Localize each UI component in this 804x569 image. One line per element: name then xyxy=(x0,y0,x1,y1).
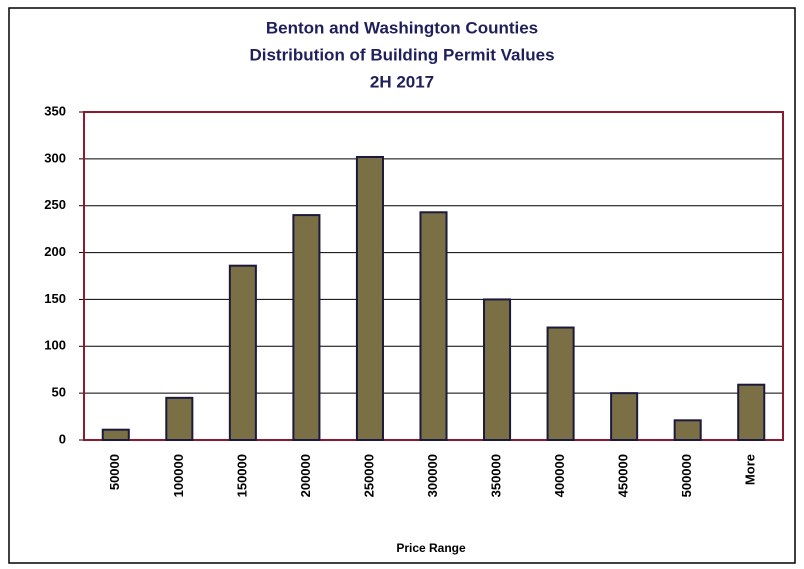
x-tick-label: 350000 xyxy=(488,454,503,497)
x-tick-label: 200000 xyxy=(298,454,313,497)
y-tick-label: 200 xyxy=(44,244,66,259)
y-tick-label: 150 xyxy=(44,291,66,306)
x-tick-label: 250000 xyxy=(361,454,376,497)
x-tick-label: 150000 xyxy=(234,454,249,497)
bar xyxy=(355,155,384,442)
bar xyxy=(101,428,130,442)
y-tick-label: 100 xyxy=(44,338,66,353)
bar xyxy=(419,211,448,441)
chart-frame xyxy=(8,7,796,564)
y-tick-label: 300 xyxy=(44,150,66,165)
y-tick-label: 50 xyxy=(52,385,66,400)
bar xyxy=(228,264,257,442)
x-axis-label: Price Range xyxy=(396,541,466,555)
x-tick-label: More xyxy=(743,454,758,485)
bar xyxy=(737,383,766,441)
bar xyxy=(292,214,321,441)
x-tick-label: 300000 xyxy=(425,454,440,497)
x-tick-label: 500000 xyxy=(679,454,694,497)
x-tick-label: 50000 xyxy=(107,454,122,490)
bar xyxy=(483,298,512,441)
y-tick-label: 0 xyxy=(59,431,66,446)
x-tick-label: 100000 xyxy=(171,454,186,497)
chart-title: Benton and Washington Counties xyxy=(266,18,538,37)
y-tick-label: 350 xyxy=(44,103,66,118)
x-tick-label: 400000 xyxy=(552,454,567,497)
chart-title: 2H 2017 xyxy=(370,72,434,91)
chart-title: Distribution of Building Permit Values xyxy=(249,45,554,64)
bar xyxy=(546,326,575,441)
y-tick-label: 250 xyxy=(44,197,66,212)
bar xyxy=(165,396,194,442)
bar xyxy=(610,392,639,441)
bar xyxy=(673,419,702,442)
x-tick-label: 450000 xyxy=(616,454,631,497)
